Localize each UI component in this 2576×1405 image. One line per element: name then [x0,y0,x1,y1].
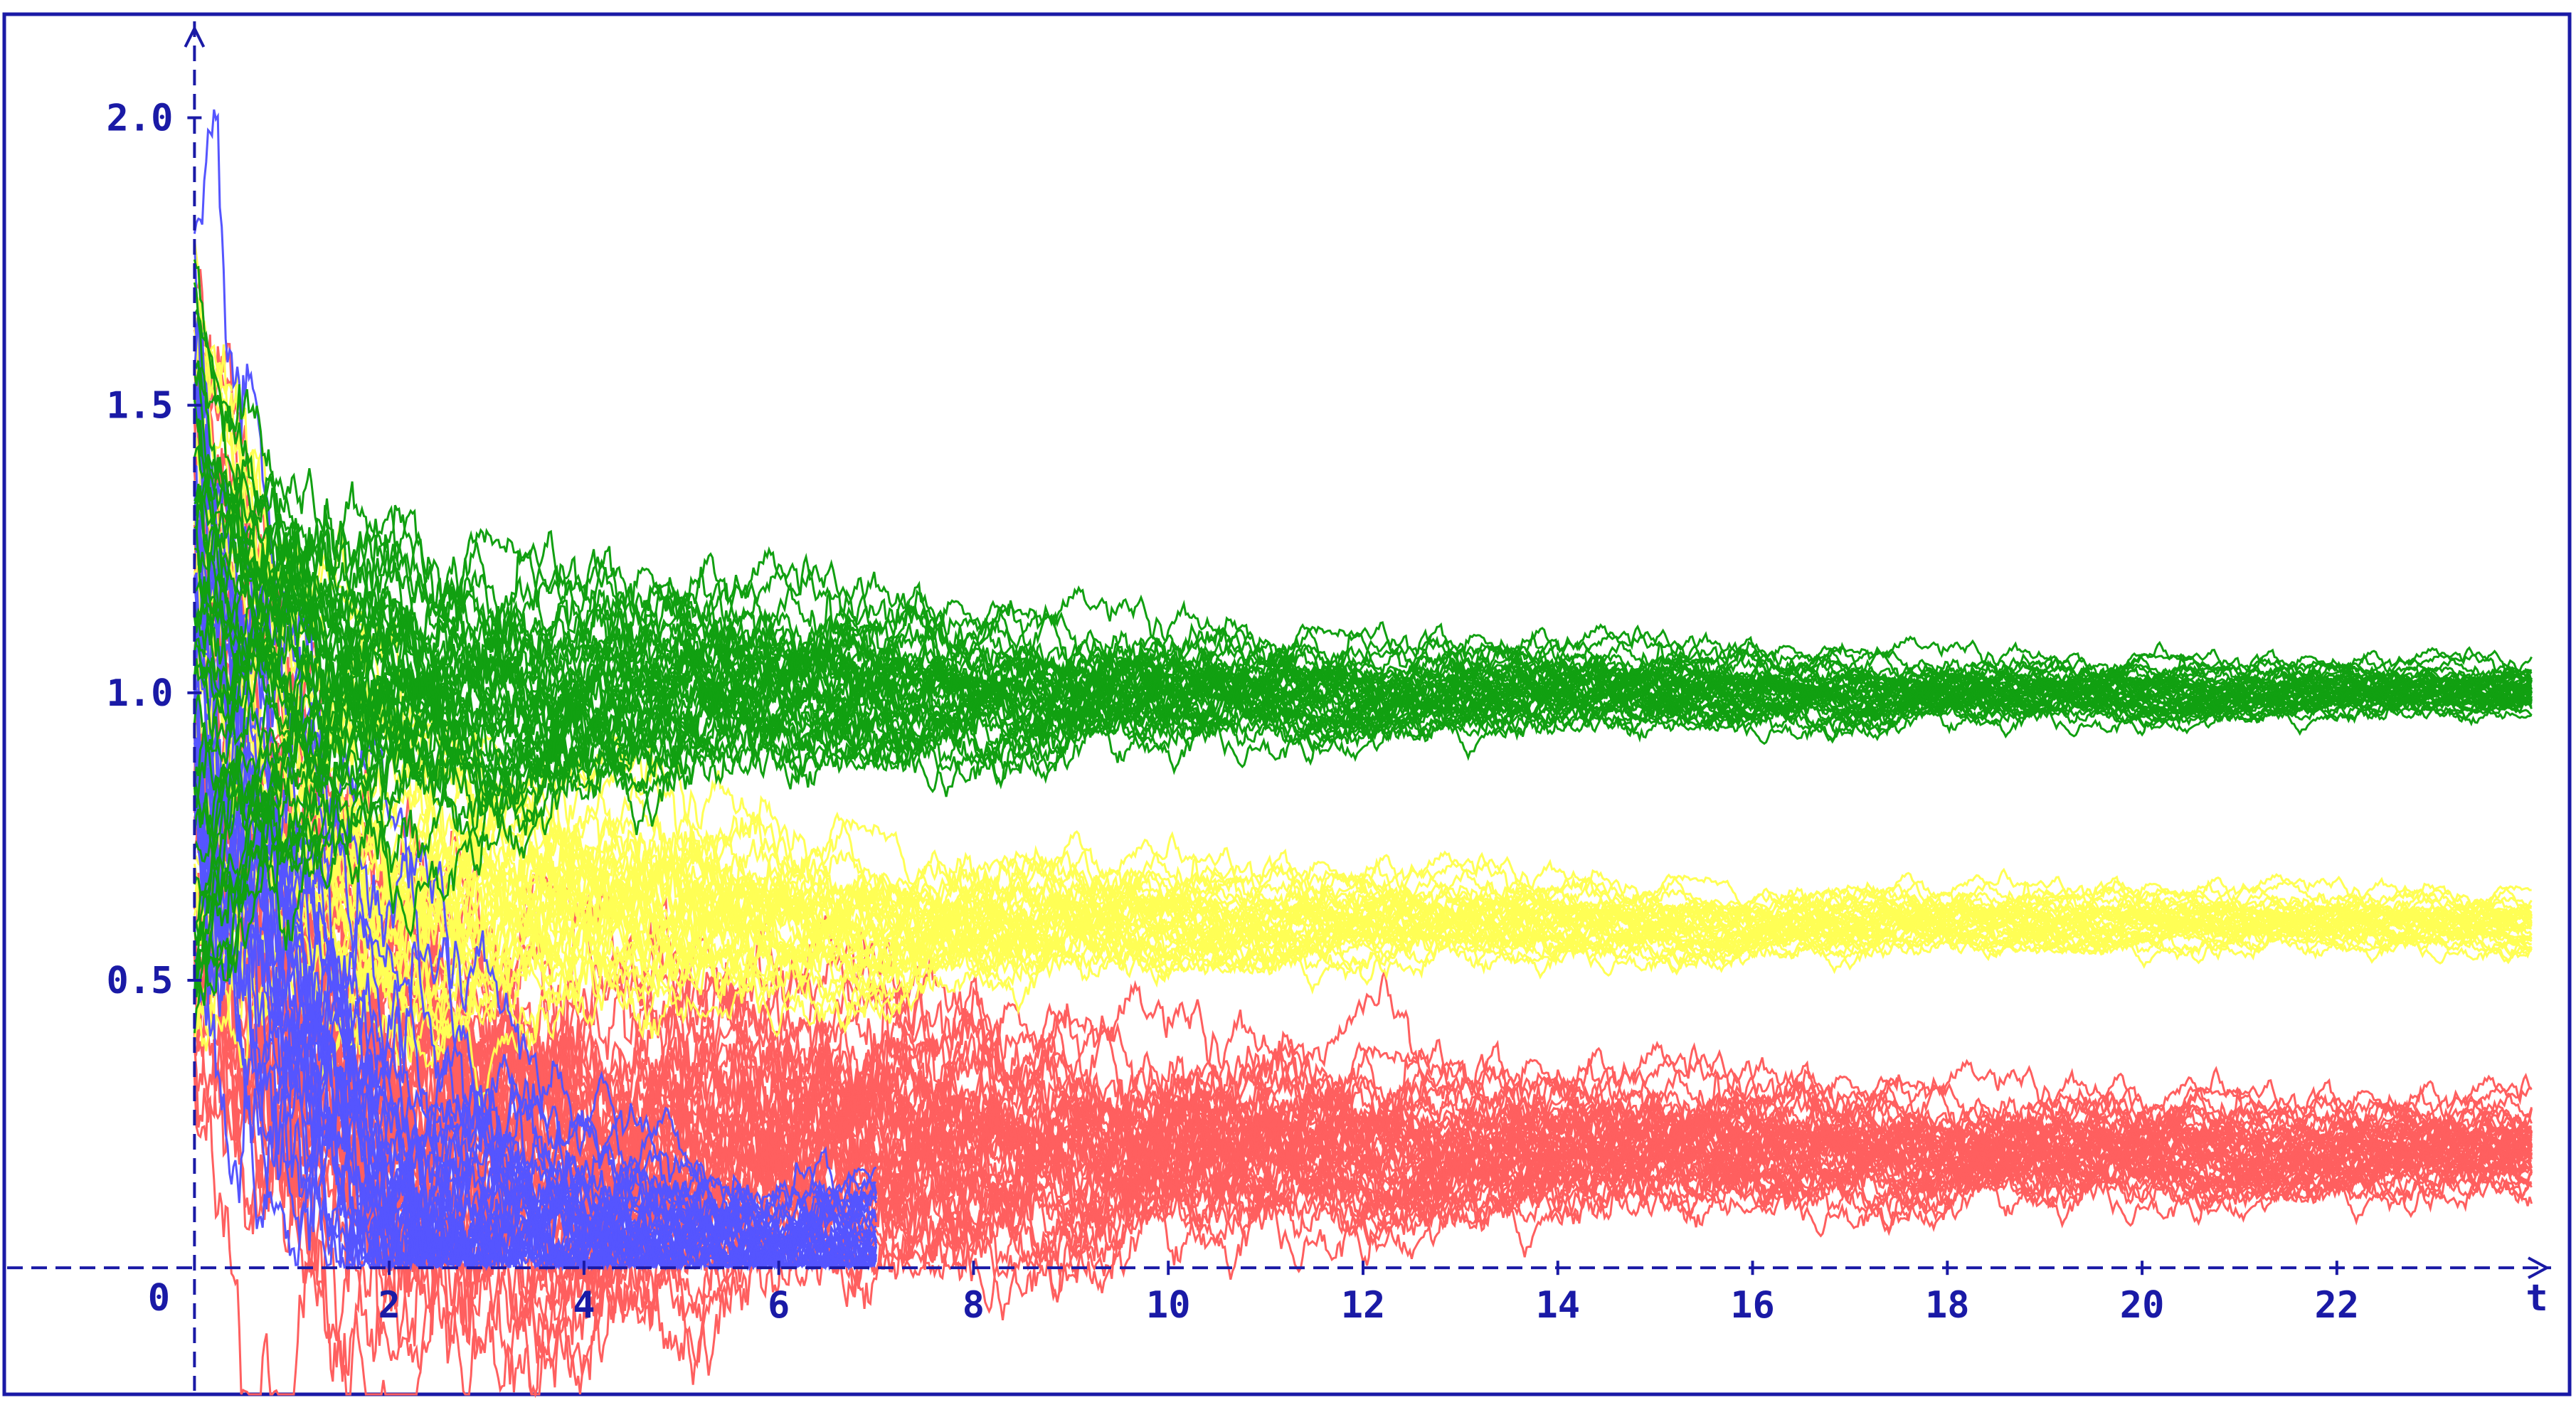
y-tick-label: 0.5 [106,960,173,1002]
series-path-blue [194,727,878,1271]
x-tick-label: 6 [768,1284,790,1327]
y-tick-label: 1.5 [106,385,173,428]
x-tick-label: 18 [1925,1284,1970,1327]
series-path-blue [193,582,877,1270]
series-path-green [194,580,2533,980]
series-path-green [193,638,2532,1006]
x-tick-label: 8 [963,1284,985,1327]
axis-layer [7,21,2551,1391]
series-path-blue [194,382,877,1271]
x-tick-label: 2 [378,1284,400,1327]
series-path-blue [193,387,876,1264]
series-path-yellow [193,480,2532,1038]
series-path-blue [193,519,877,1271]
series-path-green [193,603,2533,847]
series-path-green [193,600,2533,900]
y-tick-label: 2.0 [106,97,173,140]
series-path-red [193,470,2533,1232]
series-path-green [193,635,2533,982]
series-layer [193,109,2533,1399]
series-path-yellow [193,618,2532,1027]
y-tick-label: 1.0 [106,672,173,715]
x-tick-label: 14 [1535,1284,1580,1327]
series-path-yellow [194,662,2533,1059]
x-tick-label: 12 [1341,1284,1386,1327]
series-path-green [193,366,2533,766]
series-path-green [194,483,2533,778]
x-tick-label: 4 [573,1284,595,1327]
series-path-red [193,544,2533,1399]
series-path-yellow [194,324,2533,975]
x-axis-label: t [2525,1277,2548,1320]
y-axis-arrow-icon [184,25,206,48]
tick-layer: 2 4 6 8 10 12 14 16 18 20 22 0.5 1.0 1.5 2.0 [106,97,2359,1327]
x-tick-label: 20 [2120,1284,2165,1327]
x-tick-label: 10 [1146,1284,1191,1327]
x-tick-label: 22 [2315,1284,2360,1327]
series-path-red [193,780,2533,1293]
series-path-yellow [194,642,2532,1004]
series-path-red [193,1030,2533,1396]
x-tick-label: 16 [1730,1284,1775,1327]
origin-label: 0 [148,1277,170,1320]
series-path-green [194,526,2533,772]
x-axis-arrow-icon [2528,1256,2550,1279]
